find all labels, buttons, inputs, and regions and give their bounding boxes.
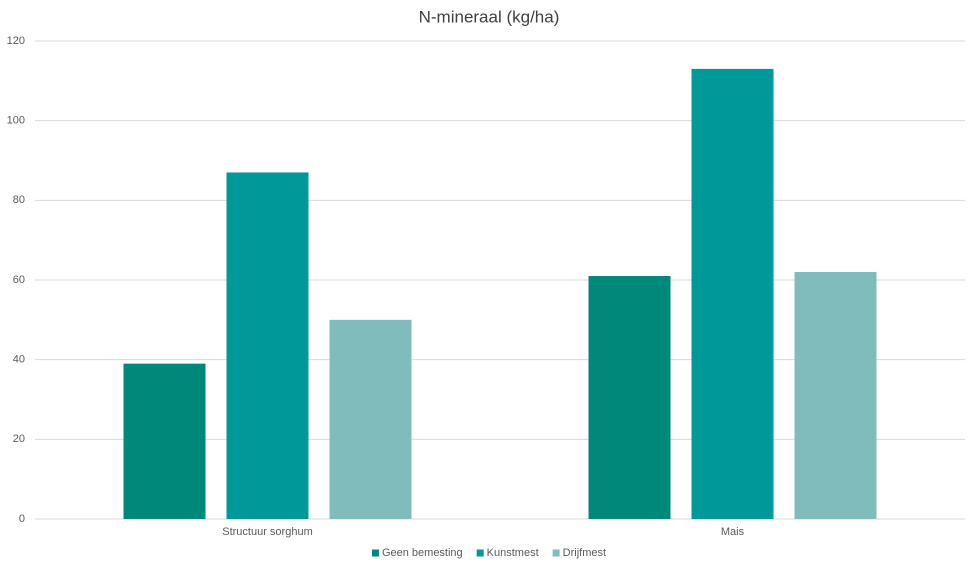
bar	[329, 319, 412, 519]
bar	[794, 272, 877, 519]
legend-label: Kunstmest	[487, 547, 539, 559]
x-tick-label: Structuur sorghum	[222, 526, 312, 538]
legend-label: Geen bemesting	[382, 547, 463, 559]
y-tick-label: 60	[13, 274, 25, 286]
y-tick-label: 20	[13, 433, 25, 445]
bar	[588, 276, 671, 519]
y-tick-label: 80	[13, 194, 25, 206]
legend-swatch	[371, 549, 379, 557]
y-tick-label: 120	[7, 35, 25, 47]
bar	[123, 363, 206, 519]
y-tick-label: 100	[7, 115, 25, 127]
legend-label: Drijfmest	[563, 547, 606, 559]
y-tick-label: 40	[13, 354, 25, 366]
legend-swatch	[476, 549, 484, 557]
legend-swatch	[552, 549, 560, 557]
y-tick-label: 0	[19, 513, 25, 525]
bar	[691, 68, 774, 519]
x-tick-label: Mais	[721, 526, 745, 538]
chart-title: N-mineraal (kg/ha)	[419, 7, 560, 26]
bar	[226, 172, 309, 519]
